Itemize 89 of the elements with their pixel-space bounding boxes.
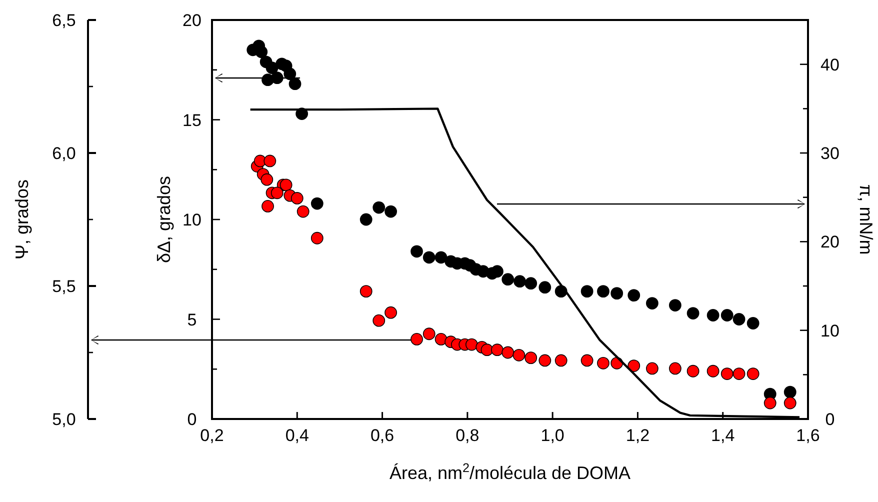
point [524,352,538,364]
y-tick-label: 0 [187,410,197,429]
point [580,285,594,298]
x-tick-label: 1,0 [540,426,564,445]
x-tick-label: 0,4 [285,426,309,445]
point [255,46,268,58]
point [262,74,274,86]
point [264,154,276,168]
point [290,192,304,204]
point [260,173,274,186]
point [360,213,372,226]
point [480,344,494,356]
point [597,356,610,370]
point [434,251,448,264]
point [512,348,526,362]
point [262,200,274,212]
point [502,346,514,359]
point [706,364,720,378]
y3-axis-title: Ψ, grados [12,179,32,260]
point [288,78,302,90]
point [538,354,552,367]
point [580,354,594,367]
y3-tick-label: 5,0 [52,410,76,429]
point [502,273,514,286]
point [764,396,776,410]
point [732,368,746,380]
point [266,62,278,74]
point [410,333,423,346]
point [538,281,552,294]
point [646,297,658,310]
point [597,285,610,298]
y-axis-title: δΔ, grados [154,176,174,264]
y2-tick-label: 0 [825,410,835,429]
x-tick-label: 0,8 [456,426,480,445]
y3-tick-label: 6,5 [52,11,76,30]
point [491,265,504,278]
point [668,299,682,312]
point [310,197,324,210]
y2-tick-label: 40 [820,55,840,74]
point [746,317,760,330]
point [280,178,292,192]
point [410,245,423,258]
y-tick-label: 10 [182,210,202,230]
point [360,285,372,298]
point [628,289,640,302]
point [554,354,568,367]
point [384,205,397,218]
x-tick-label: 0,6 [370,426,394,445]
point [720,368,734,380]
y2-tick-label: 30 [820,144,840,163]
point [384,306,397,319]
x-tick-label: 1,6 [796,426,820,445]
x-tick-label: 1,4 [711,426,735,445]
point [434,333,448,346]
y2-tick-label: 10 [820,321,840,340]
y3-tick-label: 6,0 [52,144,76,163]
y-tick-label: 15 [182,110,202,130]
point [422,328,436,340]
y-tick-label: 5 [187,310,197,330]
point [310,232,324,244]
point [491,344,504,356]
y3-tick-label: 5,5 [52,277,76,296]
point [422,251,436,264]
x-tick-label: 0,2 [200,426,224,445]
point [706,309,720,322]
point [372,201,386,214]
point [296,205,310,218]
point [668,362,682,375]
point [646,362,658,375]
point [465,338,478,351]
x-axis-title: Área, nm$^{2}$/molécula de DOMA [389,461,631,483]
point [610,287,624,300]
point [784,386,796,398]
point [524,277,538,290]
point [284,68,296,80]
y2-tick-label: 20 [820,232,840,252]
point [372,314,386,327]
point [628,360,640,372]
point [746,368,760,380]
y-tick-label: 20 [182,11,202,30]
point [720,309,734,322]
point [732,313,746,326]
y2-axis-title: π, mN/m [856,184,876,255]
point [784,396,796,410]
point [686,364,700,378]
point [270,186,284,200]
x-tick-label: 1,2 [626,426,650,445]
point [686,307,700,320]
point [514,275,526,288]
